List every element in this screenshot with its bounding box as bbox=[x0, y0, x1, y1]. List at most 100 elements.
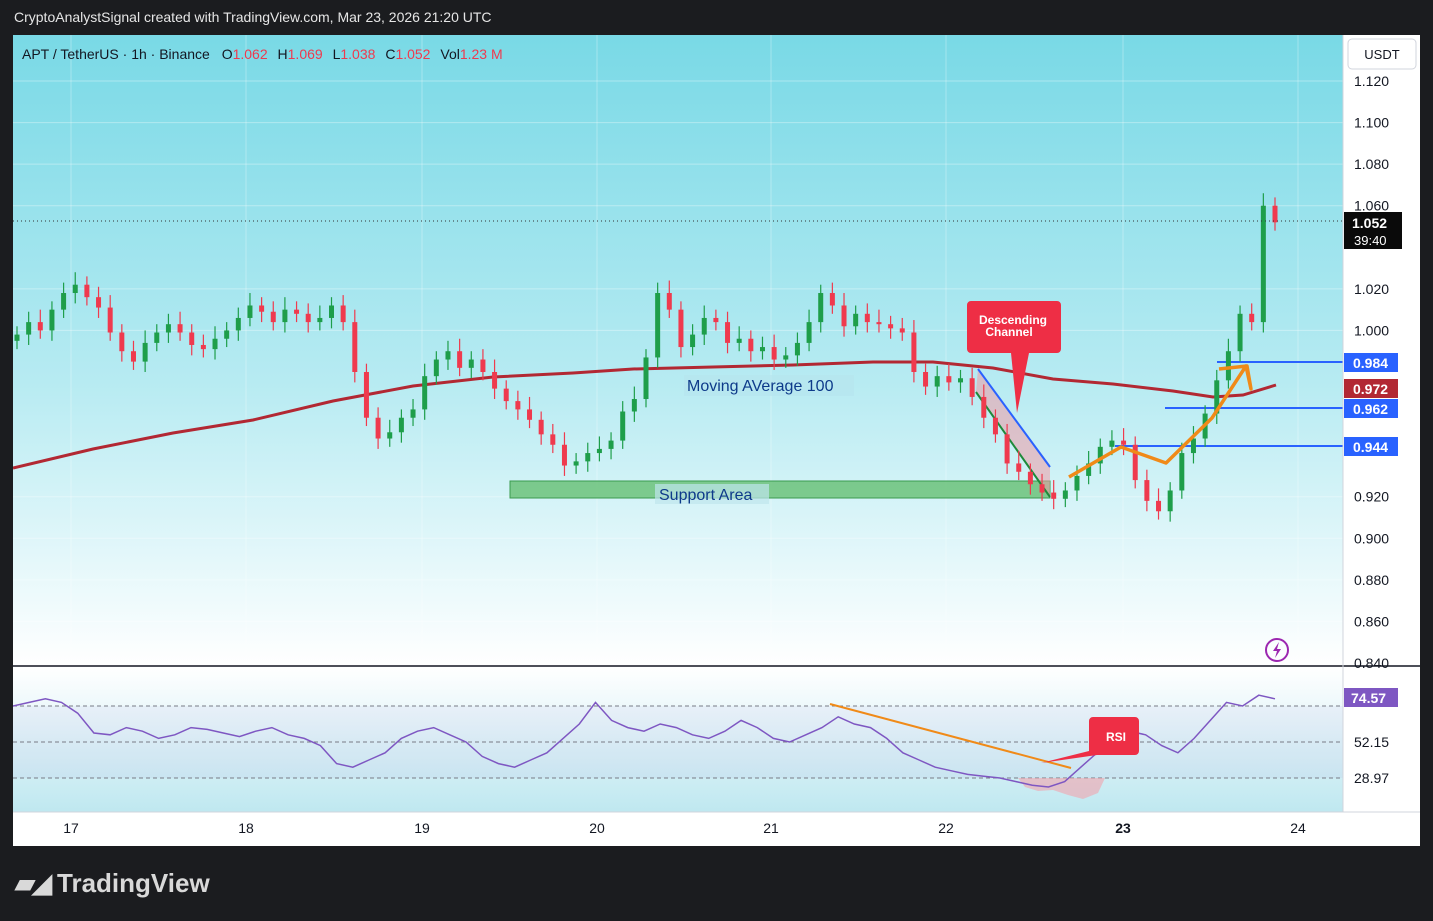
time-axis[interactable]: 17 18 19 20 21 22 23 24 bbox=[63, 820, 1306, 836]
candle-body bbox=[1086, 463, 1092, 476]
svg-text:74.57: 74.57 bbox=[1351, 690, 1386, 706]
last-price-tag: 1.052 39:40 bbox=[1344, 212, 1402, 249]
svg-text:0.972: 0.972 bbox=[1353, 381, 1388, 397]
candle-body bbox=[771, 347, 777, 360]
candle-body bbox=[387, 432, 393, 439]
candle-body bbox=[96, 297, 102, 308]
candle-body bbox=[783, 355, 789, 360]
price-tick-label: 0.920 bbox=[1354, 489, 1389, 505]
candle-body bbox=[130, 351, 136, 362]
candle-body bbox=[725, 322, 731, 343]
candle-body bbox=[235, 317, 241, 331]
candle-body bbox=[515, 401, 521, 410]
candle-body bbox=[759, 347, 765, 352]
candle-body bbox=[212, 338, 218, 350]
candle-body bbox=[72, 284, 78, 294]
candle-body bbox=[946, 376, 952, 383]
svg-text:USDT: USDT bbox=[1364, 47, 1399, 62]
candle-body bbox=[363, 372, 369, 418]
open-label: O bbox=[222, 46, 233, 62]
candle-body bbox=[480, 359, 486, 372]
tradingview-logo-icon: ▰◢ bbox=[15, 868, 52, 898]
ma-label: Moving AVerage 100 bbox=[687, 378, 834, 395]
chart-svg: Support Area Moving AVerage 100 Descendi… bbox=[13, 35, 1420, 836]
candle-body bbox=[1214, 380, 1220, 414]
candle-body bbox=[631, 399, 637, 412]
price-tick-label: 0.900 bbox=[1354, 530, 1389, 546]
candle-body bbox=[107, 307, 113, 333]
price-tick-label: 1.120 bbox=[1354, 73, 1389, 89]
candle-body bbox=[1051, 492, 1057, 499]
candle-body bbox=[352, 322, 358, 372]
candle-body bbox=[899, 328, 905, 333]
price-tag-0944: 0.944 bbox=[1344, 437, 1398, 456]
candle-body bbox=[259, 305, 265, 312]
svg-text:1.052: 1.052 bbox=[1352, 215, 1387, 231]
candle-body bbox=[1109, 440, 1115, 447]
currency-button[interactable]: USDT bbox=[1347, 38, 1417, 70]
support-area-zone bbox=[509, 480, 1051, 499]
candle-body bbox=[888, 324, 894, 329]
candle-body bbox=[305, 313, 311, 323]
price-tick-label: 1.080 bbox=[1354, 156, 1389, 172]
lightning-icon[interactable] bbox=[1265, 638, 1289, 662]
candle-body bbox=[1179, 453, 1185, 491]
candle-body bbox=[1272, 205, 1278, 223]
candle-body bbox=[14, 334, 20, 341]
candle-body bbox=[666, 293, 672, 310]
candle-body bbox=[503, 388, 509, 402]
candle-body bbox=[841, 305, 847, 327]
candle-body bbox=[189, 332, 195, 345]
candle-body bbox=[26, 322, 32, 335]
open-value: 1.062 bbox=[233, 46, 268, 62]
tradingview-logo[interactable]: ▰◢ TradingView bbox=[15, 868, 210, 899]
candle-body bbox=[1249, 313, 1255, 323]
chart-frame[interactable]: Support Area Moving AVerage 100 Descendi… bbox=[13, 35, 1420, 846]
high-label: H bbox=[278, 46, 288, 62]
candle-body bbox=[410, 409, 416, 418]
candle-body bbox=[61, 293, 67, 310]
rsi-value-tag: 74.57 bbox=[1344, 688, 1398, 707]
candle-body bbox=[1062, 490, 1068, 499]
candle-body bbox=[701, 317, 707, 335]
candle-body bbox=[457, 351, 463, 368]
vol-label: Vol bbox=[440, 46, 459, 62]
price-axis[interactable]: 1.120 1.100 1.080 1.060 1.020 1.000 0.920 0.900… bbox=[1354, 73, 1389, 671]
rsi-divergence-line bbox=[829, 703, 1072, 769]
candle-body bbox=[468, 359, 474, 368]
candle-body bbox=[177, 324, 183, 333]
price-tag-0972: 0.972 bbox=[1344, 379, 1398, 398]
rsi-oversold-fill bbox=[1018, 778, 1105, 799]
symbol-label[interactable]: APT / TetherUS · 1h · Binance bbox=[22, 46, 210, 62]
candle-body bbox=[1190, 438, 1196, 454]
vol-value: 1.23 M bbox=[460, 46, 503, 62]
candle-body bbox=[398, 417, 404, 433]
time-tick-label: 21 bbox=[763, 820, 779, 836]
close-label: C bbox=[385, 46, 395, 62]
candle-body bbox=[329, 305, 334, 318]
candle-body bbox=[317, 317, 323, 323]
price-tick-label: 1.020 bbox=[1354, 281, 1389, 297]
candle-body bbox=[864, 313, 870, 323]
rsi-axis[interactable]: 52.15 28.97 bbox=[1354, 734, 1389, 786]
candle-body bbox=[806, 322, 812, 343]
candle-body bbox=[829, 293, 835, 306]
candle-body bbox=[49, 309, 55, 331]
time-tick-label: 17 bbox=[63, 820, 79, 836]
time-tick-label: 24 bbox=[1290, 820, 1306, 836]
candle-body bbox=[655, 293, 661, 358]
price-tick-label: 1.000 bbox=[1354, 322, 1389, 338]
candle-body bbox=[84, 284, 90, 298]
candle-body bbox=[433, 359, 439, 377]
candle-body bbox=[422, 376, 428, 410]
candle-body bbox=[608, 440, 614, 449]
candle-body bbox=[911, 332, 917, 372]
candle-body bbox=[1260, 205, 1266, 323]
candle-body bbox=[573, 461, 579, 466]
candle-body bbox=[200, 344, 206, 350]
time-tick-label: 18 bbox=[238, 820, 254, 836]
rsi-tick-label: 28.97 bbox=[1354, 770, 1389, 786]
candle-body bbox=[445, 351, 451, 360]
candle-body bbox=[690, 334, 696, 348]
candle-body bbox=[527, 409, 533, 420]
